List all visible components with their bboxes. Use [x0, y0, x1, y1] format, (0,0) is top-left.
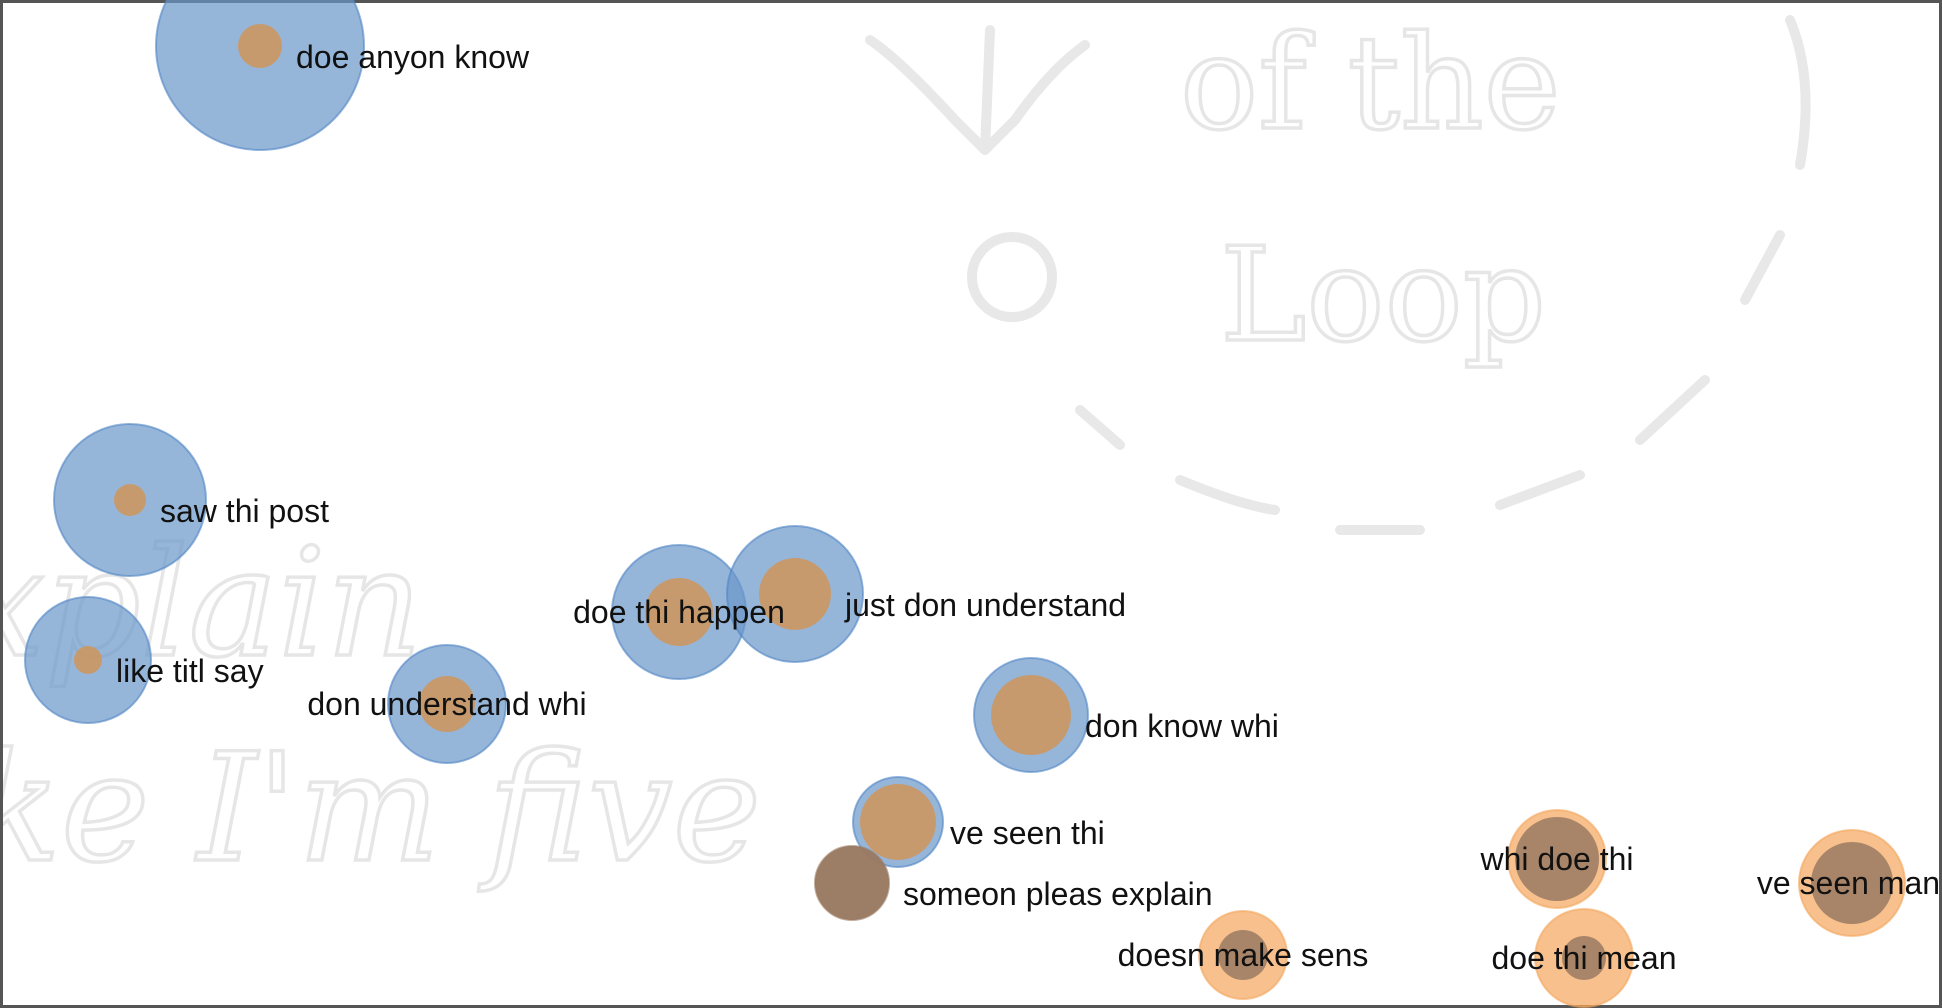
bubble-inner-like-titl-say: [74, 646, 102, 674]
bubble-inner-ve-seen-mani: [1811, 842, 1893, 924]
bubble-inner-saw-thi-post: [114, 484, 146, 516]
bubble-inner-whi-doe-thi: [1515, 817, 1599, 901]
bubble-inner-don-understand-whi: [419, 676, 475, 732]
bubble-inner-someon-pleas-explain: [815, 846, 889, 920]
point-label-doe-thi-mean: doe thi mean: [1491, 940, 1676, 976]
bubble-inner-doe-thi-happen: [645, 578, 713, 646]
bubble-inner-doesn-make-sens: [1218, 930, 1268, 980]
bubble-inner-just-don-understand: [759, 558, 831, 630]
svg-text:of the: of the: [1180, 7, 1561, 159]
point-label-just-don-understand: just don understand: [844, 587, 1126, 623]
point-label-whi-doe-thi: whi doe thi: [1480, 841, 1634, 877]
point-label-don-understand-whi: don understand whi: [307, 686, 586, 722]
point-label-like-titl-say: like titl say: [116, 653, 264, 689]
point-labels: doe anyon know saw thi post like titl say d…: [116, 39, 1942, 976]
svg-text:Loop: Loop: [1220, 219, 1546, 371]
bubble-inner-doe-thi-mean: [1562, 936, 1606, 980]
point-label-saw-thi-post: saw thi post: [160, 493, 329, 529]
bubble-outer-doe-anyon-know: [155, 0, 365, 151]
point-label-ve-seen-mani: ve seen mani: [1757, 865, 1942, 901]
point-label-doe-anyon-know: doe anyon know: [296, 39, 530, 75]
bubble-inner-don-know-whi: [991, 675, 1071, 755]
point-label-someon-pleas-explain: someon pleas explain: [903, 876, 1213, 912]
bubble-inner-doe-anyon-know: [238, 24, 282, 68]
point-label-don-know-whi: don know whi: [1085, 708, 1279, 744]
bubble-inner-ve-seen-thi: [860, 784, 936, 860]
point-label-ve-seen-thi: ve seen thi: [950, 815, 1105, 851]
point-label-doe-thi-happen: doe thi happen: [573, 594, 785, 630]
svg-text:ke I'm five: ke I'm five: [0, 722, 761, 896]
point-label-doesn-make-sens: doesn make sens: [1118, 937, 1369, 973]
inner-bubbles: [74, 24, 1893, 980]
